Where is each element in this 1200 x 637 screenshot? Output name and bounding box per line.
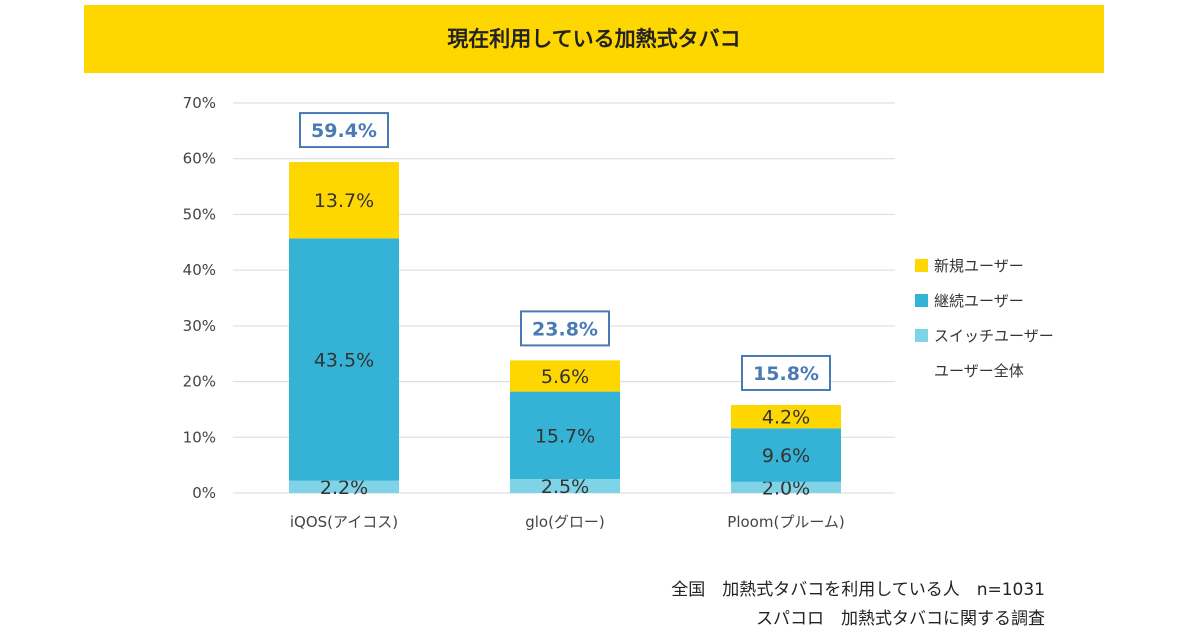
legend-item-new: 新規ユーザー bbox=[915, 248, 1054, 283]
data-label: 43.5% bbox=[314, 350, 374, 372]
x-tick-label: iQOS(アイコス) bbox=[290, 513, 398, 531]
y-tick-label: 20% bbox=[183, 373, 216, 391]
bar-segment bbox=[289, 480, 399, 493]
bar-segment bbox=[731, 404, 841, 429]
y-tick-label: 0% bbox=[192, 484, 216, 502]
total-label: 59.4% bbox=[311, 120, 377, 142]
total-label-box bbox=[299, 112, 389, 149]
data-label: 15.7% bbox=[535, 425, 595, 447]
legend-item-total: ユーザー全体 bbox=[915, 353, 1054, 388]
x-tick-label: glo(グロー) bbox=[525, 513, 605, 531]
total-label: 23.8% bbox=[532, 318, 598, 340]
legend-item-switch: スイッチユーザー bbox=[915, 318, 1054, 353]
data-label: 4.2% bbox=[762, 407, 810, 429]
legend-label-continuing: 継続ユーザー bbox=[934, 292, 1024, 310]
total-label-box bbox=[741, 354, 831, 391]
legend-label-new: 新規ユーザー bbox=[934, 257, 1024, 275]
data-label: 2.5% bbox=[541, 476, 589, 498]
data-label: 13.7% bbox=[314, 190, 374, 212]
data-label: 9.6% bbox=[762, 445, 810, 467]
legend-label-total: ユーザー全体 bbox=[934, 362, 1024, 380]
y-tick-label: 70% bbox=[183, 94, 216, 112]
legend-swatch-switch bbox=[915, 329, 928, 342]
data-label: 5.6% bbox=[541, 366, 589, 388]
legend-swatch-continuing bbox=[915, 294, 928, 307]
y-tick-label: 10% bbox=[183, 428, 216, 446]
total-label: 15.8% bbox=[753, 363, 819, 385]
x-tick-label: Ploom(プルーム) bbox=[727, 513, 844, 531]
y-tick-label: 30% bbox=[183, 317, 216, 335]
legend: 新規ユーザー 継続ユーザー スイッチユーザー ユーザー全体 bbox=[915, 248, 1054, 388]
bar-segment bbox=[731, 428, 841, 482]
title-banner: 現在利用している加熱式タバコ bbox=[84, 5, 1104, 73]
bar-segment bbox=[289, 162, 399, 239]
y-tick-label: 40% bbox=[183, 261, 216, 279]
legend-item-continuing: 継続ユーザー bbox=[915, 283, 1054, 318]
data-label: 2.0% bbox=[762, 477, 810, 499]
bar-segment bbox=[289, 238, 399, 481]
y-tick-label: 50% bbox=[183, 205, 216, 223]
legend-swatch-new bbox=[915, 259, 928, 272]
total-label-box bbox=[520, 310, 610, 347]
bar-segment bbox=[510, 360, 620, 392]
footer-source-note: スパコロ 加熱式タバコに関する調査 bbox=[756, 609, 1045, 629]
bar-segment bbox=[510, 479, 620, 493]
data-label: 2.2% bbox=[320, 477, 368, 499]
footer-sample-note: 全国 加熱式タバコを利用している人 n=1031 bbox=[671, 580, 1045, 600]
bar-segment bbox=[510, 391, 620, 480]
y-tick-label: 60% bbox=[183, 150, 216, 168]
legend-label-switch: スイッチユーザー bbox=[934, 327, 1054, 345]
bar-segment bbox=[731, 481, 841, 493]
chart-title: 現在利用している加熱式タバコ bbox=[447, 27, 741, 51]
